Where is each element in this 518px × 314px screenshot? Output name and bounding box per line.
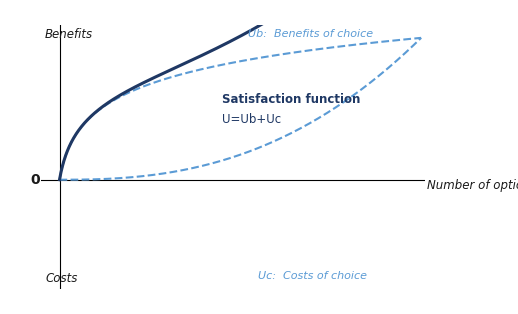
Text: Number of option: Number of option <box>426 179 518 192</box>
Text: Ub:  Benefits of choice: Ub: Benefits of choice <box>248 29 372 39</box>
Text: U=Ub+Uc: U=Ub+Uc <box>222 113 281 126</box>
Text: Uc:  Costs of choice: Uc: Costs of choice <box>258 271 367 281</box>
Text: Satisfaction function: Satisfaction function <box>222 93 361 106</box>
Text: 0: 0 <box>30 173 40 187</box>
Text: Benefits: Benefits <box>45 28 93 41</box>
Text: Costs: Costs <box>45 272 77 285</box>
